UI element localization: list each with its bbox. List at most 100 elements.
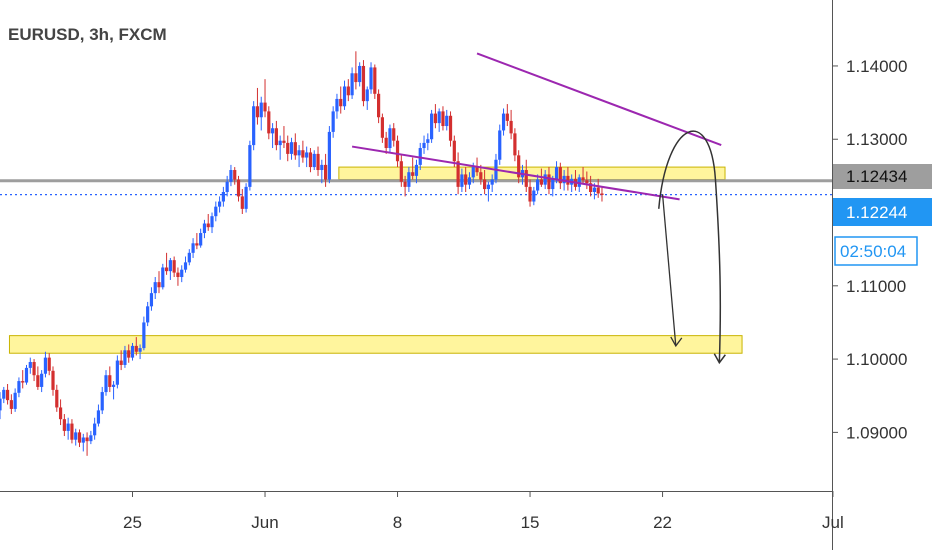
price-axis-ticks[interactable]: 1.09000 1.10000 1.11000 1.13000 1.14000: [832, 57, 907, 442]
candle-body: [301, 150, 305, 158]
time-axis-ticks[interactable]: 25 Jun 8 15 22 Jul: [123, 491, 844, 532]
candles-layer: [0, 51, 604, 456]
candle-body: [403, 181, 407, 187]
projection-arrow-curved-head: [713, 353, 726, 365]
channel-layer: [351, 52, 722, 201]
time-tick-label: Jul: [822, 513, 844, 532]
channel-lower-line: [351, 145, 680, 201]
candle-body: [274, 128, 278, 146]
candle-body: [407, 172, 411, 187]
candle-body: [21, 381, 25, 383]
candle-body: [509, 120, 513, 134]
candle-body: [342, 86, 347, 107]
candle-body: [373, 67, 377, 94]
projection-arrow-straight-head: [670, 336, 683, 348]
candle-body: [589, 183, 593, 193]
candle-body: [388, 128, 392, 149]
candle-body: [176, 272, 180, 278]
candle-body: [210, 216, 214, 228]
candle-body: [308, 152, 313, 168]
candle-body: [369, 67, 373, 90]
candle-body: [248, 145, 252, 187]
price-tick-label: 1.10000: [846, 350, 907, 369]
candle-body: [17, 381, 21, 393]
candle-body: [225, 181, 229, 193]
candle-body: [2, 389, 6, 399]
candle-body: [395, 140, 400, 162]
candle-body: [339, 98, 343, 107]
candle-body: [74, 432, 78, 440]
projection-arrow-curved: [658, 130, 722, 363]
candle-body: [36, 375, 40, 387]
candle-body: [361, 65, 366, 102]
candle-body: [350, 73, 354, 96]
candle-body: [206, 223, 210, 228]
candle-body: [127, 350, 131, 358]
candle-body: [600, 193, 604, 195]
candle-body: [437, 111, 441, 124]
candle-body: [123, 350, 127, 365]
candle-body: [471, 167, 475, 178]
candle-body: [354, 73, 358, 83]
candle-body: [259, 102, 263, 118]
candle-body: [596, 187, 600, 194]
candle-body: [89, 435, 93, 442]
candle-body: [430, 113, 434, 140]
candle-body: [448, 115, 453, 141]
candle-body: [479, 172, 483, 180]
candle-body: [263, 102, 267, 112]
candle-body: [456, 161, 460, 187]
candle-body: [592, 187, 597, 193]
candle-body: [217, 201, 222, 207]
candle-body: [236, 179, 241, 197]
candle-body: [433, 113, 437, 124]
candle-body: [384, 137, 388, 149]
time-tick-label: 15: [521, 513, 540, 532]
candle-body: [585, 180, 589, 184]
candle-body: [9, 400, 13, 409]
candle-body: [229, 170, 233, 182]
candle-body: [70, 423, 74, 440]
time-axis-background: [0, 491, 832, 550]
channel-upper-line: [476, 52, 722, 147]
candle-body: [483, 179, 487, 190]
candle-body: [365, 89, 369, 102]
candle-body: [172, 260, 176, 273]
candle-body: [551, 179, 555, 190]
current-price-label: 1.12434: [846, 167, 907, 186]
candle-body: [558, 167, 562, 184]
candle-body: [183, 262, 188, 270]
candle-body: [475, 167, 479, 173]
candle-body: [180, 269, 184, 278]
price-tick-label: 1.11000: [846, 277, 906, 296]
candle-body: [221, 192, 225, 202]
candle-body: [327, 131, 331, 180]
candle-body: [335, 98, 339, 112]
projection-layer: [658, 130, 726, 365]
time-tick-label: 25: [123, 513, 142, 532]
candle-body: [452, 140, 456, 162]
candle-body: [577, 177, 581, 187]
candle-body: [297, 150, 301, 156]
candle-body: [58, 407, 63, 420]
candle-body: [418, 148, 422, 165]
candle-body: [547, 174, 551, 190]
candle-body: [445, 115, 449, 127]
chart-title: EURUSD, 3h, FXCM: [8, 25, 167, 44]
candle-body: [191, 243, 195, 253]
candle-body: [536, 179, 540, 191]
projection-arrow-straight: [661, 194, 677, 346]
candle-body: [377, 93, 381, 118]
candle-body: [233, 170, 237, 180]
candle-body: [411, 172, 415, 176]
candle-body: [501, 113, 506, 131]
candle-body: [422, 142, 426, 149]
candle-body: [312, 153, 316, 168]
candle-body: [138, 348, 142, 352]
price-tick-label: 1.13000: [846, 130, 907, 149]
candle-body: [426, 139, 430, 143]
candle-body: [0, 398, 2, 411]
countdown-label: 02:50:04: [840, 242, 906, 261]
